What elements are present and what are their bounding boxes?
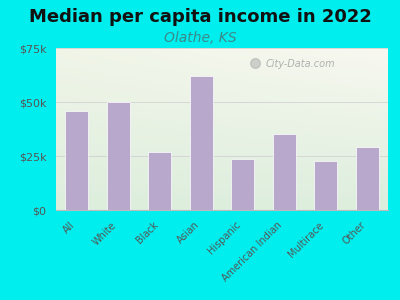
Text: City-Data.com: City-Data.com <box>265 59 335 69</box>
Bar <box>356 147 379 210</box>
Bar <box>231 159 254 210</box>
Bar <box>314 161 337 210</box>
Text: Olathe, KS: Olathe, KS <box>164 32 236 46</box>
Bar <box>273 134 296 210</box>
Bar <box>148 152 171 210</box>
Bar <box>107 102 130 210</box>
Text: Median per capita income in 2022: Median per capita income in 2022 <box>28 8 372 26</box>
Bar <box>65 111 88 210</box>
Bar <box>190 76 213 210</box>
